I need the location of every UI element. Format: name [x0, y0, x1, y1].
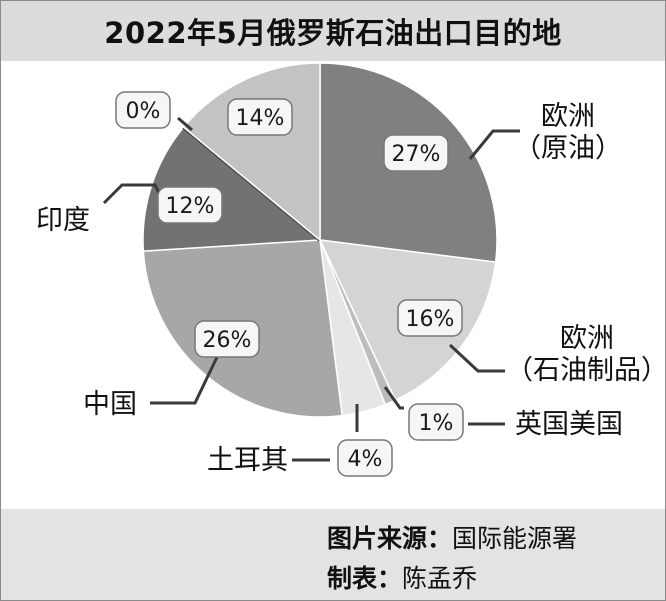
value-label-4: 26% — [203, 328, 252, 353]
category-label-1-1: （石油制品） — [506, 355, 666, 386]
value-label-7: 14% — [236, 106, 285, 131]
author-credit-value: 陈孟乔 — [402, 564, 477, 593]
author-credit-label: 制表： — [327, 564, 402, 593]
category-label-3-0: 土耳其 — [207, 445, 288, 476]
value-label-3: 4% — [348, 447, 383, 472]
value-label-2: 1% — [419, 411, 454, 436]
category-label-2-0: 英国美国 — [515, 409, 623, 440]
category-label-5-0: 印度 — [36, 205, 90, 236]
category-label-1-0: 欧洲 — [560, 323, 614, 354]
leader-line-0 — [470, 131, 520, 159]
author-credit: 制表：陈孟乔 — [327, 559, 477, 595]
category-label-0-0: 欧洲 — [541, 101, 595, 132]
value-label-1: 16% — [406, 307, 455, 332]
credits-footer: 图片来源：国际能源署 制表：陈孟乔 — [1, 509, 665, 600]
value-label-5: 12% — [166, 194, 215, 219]
value-label-6: 0% — [126, 99, 161, 124]
category-label-4-0: 中国 — [83, 389, 137, 420]
category-label-0-1: （原油） — [514, 133, 622, 164]
source-credit: 图片来源：国际能源署 — [327, 519, 577, 555]
value-label-0: 27% — [392, 142, 441, 167]
source-credit-label: 图片来源： — [327, 524, 452, 553]
source-credit-value: 国际能源署 — [452, 524, 577, 553]
